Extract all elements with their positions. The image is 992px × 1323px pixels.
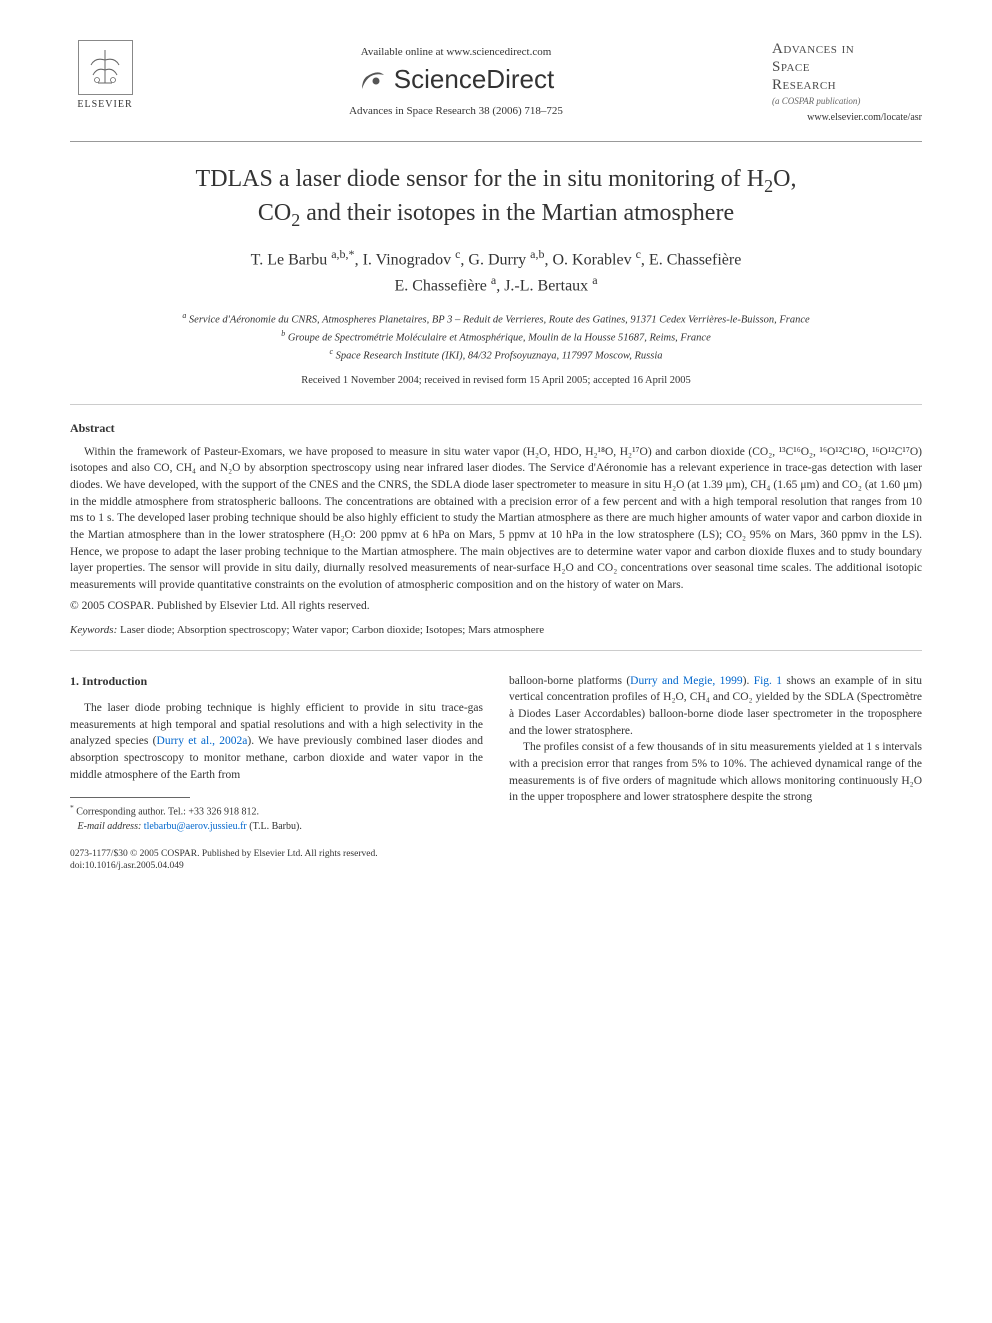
sciencedirect-icon: [358, 65, 388, 95]
email-link[interactable]: tlebarbu@aerov.jussieu.fr: [144, 821, 247, 832]
article-dates: Received 1 November 2004; received in re…: [70, 375, 922, 386]
intro-para-1-cont: balloon-borne platforms (Durry and Megie…: [509, 673, 922, 740]
body-columns: 1. Introduction The laser diode probing …: [70, 673, 922, 834]
available-online-text: Available online at www.sciencedirect.co…: [140, 46, 772, 58]
sciencedirect-logo: ScienceDirect: [140, 64, 772, 95]
journal-subtitle: (a COSPAR publication): [772, 96, 922, 106]
center-header: Available online at www.sciencedirect.co…: [140, 40, 772, 117]
abstract-heading: Abstract: [70, 421, 922, 436]
keywords-list: Laser diode; Absorption spectroscopy; Wa…: [117, 624, 544, 636]
sciencedirect-text: ScienceDirect: [394, 64, 554, 95]
copyright-text: © 2005 COSPAR. Published by Elsevier Ltd…: [70, 600, 922, 612]
left-column: 1. Introduction The laser diode probing …: [70, 673, 483, 834]
right-column: balloon-borne platforms (Durry and Megie…: [509, 673, 922, 834]
affiliations: a Service d'Aéronomie du CNRS, Atmospher…: [70, 310, 922, 365]
footnote-separator: [70, 797, 190, 798]
journal-title: Advances in Space Research: [772, 40, 922, 94]
keywords-label: Keywords:: [70, 624, 117, 636]
intro-para-2: The profiles consist of a few thousands …: [509, 739, 922, 806]
journal-url: www.elsevier.com/locate/asr: [772, 112, 922, 123]
abstract-text: Within the framework of Pasteur-Exomars,…: [70, 444, 922, 594]
authors: T. Le Barbu a,b,*, I. Vinogradov c, G. D…: [70, 246, 922, 297]
journal-box: Advances in Space Research (a COSPAR pub…: [772, 40, 922, 123]
keywords: Keywords: Laser diode; Absorption spectr…: [70, 624, 922, 636]
header-rule: [70, 141, 922, 142]
corresponding-author-footnote: * Corresponding author. Tel.: +33 326 91…: [70, 803, 483, 833]
doi-block: 0273-1177/$30 © 2005 COSPAR. Published b…: [70, 848, 922, 873]
intro-heading: 1. Introduction: [70, 673, 483, 690]
citation-link[interactable]: Durry and Megie, 1999: [630, 675, 742, 687]
page-header: ELSEVIER Available online at www.science…: [70, 40, 922, 123]
elsevier-tree-icon: [78, 40, 133, 95]
elsevier-name: ELSEVIER: [77, 99, 132, 110]
abstract-top-rule: [70, 404, 922, 405]
elsevier-logo: ELSEVIER: [70, 40, 140, 120]
figure-link[interactable]: Fig. 1: [754, 675, 782, 687]
abstract-bottom-rule: [70, 650, 922, 651]
citation-link[interactable]: Durry et al., 2002a: [157, 735, 248, 747]
intro-para-1: The laser diode probing technique is hig…: [70, 700, 483, 783]
article-title: TDLAS a laser diode sensor for the in si…: [70, 164, 922, 232]
journal-reference: Advances in Space Research 38 (2006) 718…: [140, 105, 772, 117]
